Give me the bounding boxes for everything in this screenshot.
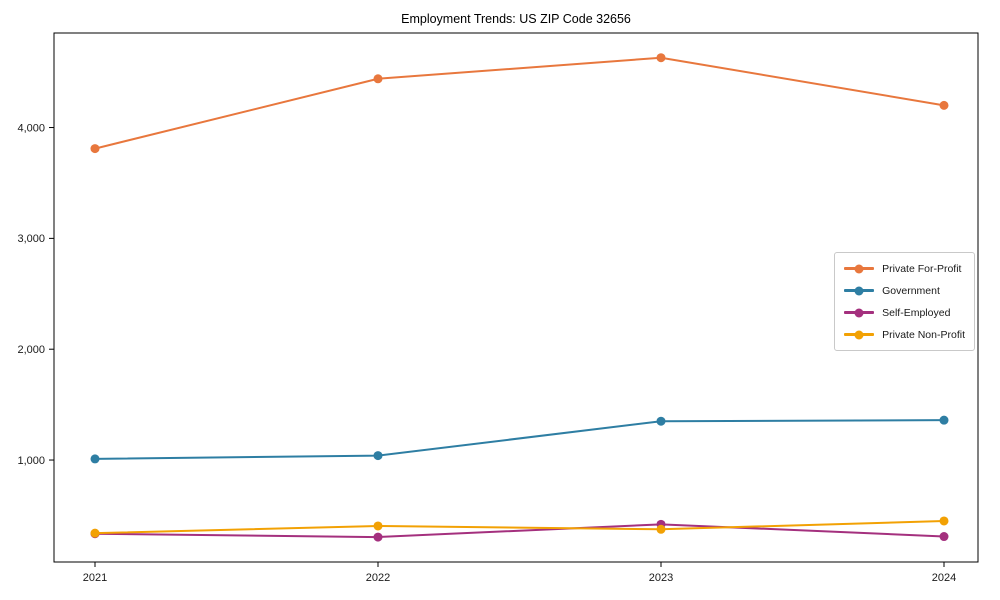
- data-point: [656, 53, 666, 63]
- legend-label: Private Non-Profit: [882, 328, 965, 341]
- legend-item: Self-Employed: [844, 304, 965, 321]
- data-point: [90, 454, 100, 464]
- series-line-government: [94, 419, 945, 460]
- data-point: [90, 528, 100, 538]
- series-line-self-employed: [94, 523, 945, 539]
- x-tick-label: 2021: [83, 572, 107, 584]
- series-line-private-for-profit: [94, 56, 945, 150]
- chart-legend: Private For-Profit Government Self-Employe…: [834, 252, 975, 351]
- legend-label: Self-Employed: [882, 306, 951, 319]
- legend-swatch-icon: [844, 329, 875, 340]
- data-point: [656, 416, 666, 426]
- legend-item: Private Non-Profit: [844, 326, 965, 343]
- series-line-private-non-profit: [94, 519, 945, 535]
- data-point: [939, 415, 949, 425]
- data-point: [373, 74, 383, 84]
- chart-title: Employment Trends: US ZIP Code 32656: [401, 12, 631, 26]
- y-tick-label: 4,000: [17, 122, 45, 134]
- x-tick-label: 2023: [649, 572, 673, 584]
- data-point: [939, 100, 949, 110]
- legend-label: Private For-Profit: [882, 262, 962, 275]
- legend-swatch-icon: [844, 285, 875, 296]
- legend-item: Government: [844, 282, 965, 299]
- y-tick-label: 2,000: [17, 344, 45, 356]
- legend-swatch-icon: [844, 263, 875, 274]
- data-point: [939, 532, 949, 542]
- data-point: [373, 521, 383, 531]
- plot-area: 1,000 2,000 3,000 4,000 2021 2022 2023 2024: [17, 32, 979, 584]
- data-point: [373, 451, 383, 461]
- legend-swatch-icon: [844, 307, 875, 318]
- x-tick-label: 2022: [366, 572, 390, 584]
- legend-label: Government: [882, 284, 940, 297]
- legend-item: Private For-Profit: [844, 260, 965, 277]
- data-point: [90, 144, 100, 154]
- y-tick-label: 1,000: [17, 455, 45, 467]
- axes-frame: [53, 32, 979, 563]
- data-point: [656, 524, 666, 534]
- y-tick-label: 3,000: [17, 233, 45, 245]
- data-point: [939, 516, 949, 526]
- data-point: [373, 532, 383, 542]
- x-tick-label: 2024: [932, 572, 956, 584]
